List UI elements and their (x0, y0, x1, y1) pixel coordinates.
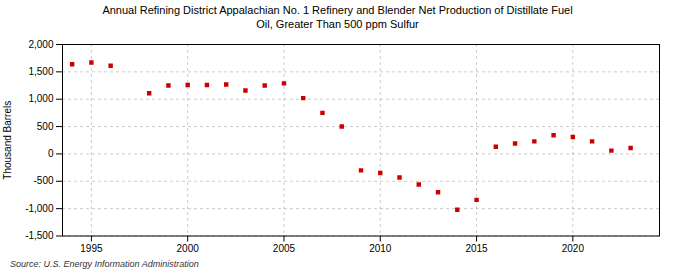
svg-text:1,000: 1,000 (28, 93, 53, 104)
svg-text:-1,500: -1,500 (25, 230, 54, 241)
svg-text:0: 0 (48, 148, 54, 159)
svg-text:-1,000: -1,000 (25, 202, 54, 213)
svg-text:Thousand Barrels: Thousand Barrels (2, 100, 13, 179)
svg-text:2005: 2005 (273, 243, 296, 254)
svg-text:1995: 1995 (80, 243, 103, 254)
svg-text:-500: -500 (33, 175, 53, 186)
svg-text:2020: 2020 (562, 243, 585, 254)
html-text:Annual Refining District Appal: Annual Refining District Appalachian No.… (102, 4, 573, 30)
svg-text:2015: 2015 (465, 243, 488, 254)
svg-text:2000: 2000 (177, 243, 200, 254)
html-text:Source: U.S. Energy Informatio: Source: U.S. Energy Information Administ… (10, 259, 199, 269)
svg-text:500: 500 (37, 120, 54, 131)
svg-text:1,500: 1,500 (28, 66, 53, 77)
svg-text:2010: 2010 (369, 243, 392, 254)
svg-text:2,000: 2,000 (28, 38, 53, 49)
